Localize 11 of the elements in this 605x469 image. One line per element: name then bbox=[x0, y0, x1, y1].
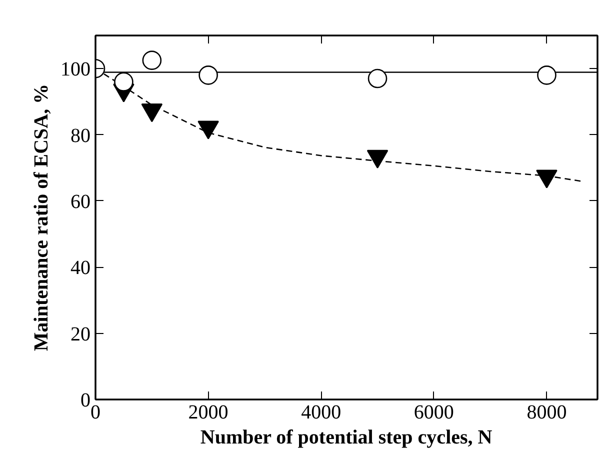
y-tick-label: 80 bbox=[70, 124, 90, 147]
x-tick-label: 2000 bbox=[188, 402, 228, 424]
x-tick-label: 4000 bbox=[301, 402, 342, 424]
y-tick-label: 100 bbox=[60, 58, 90, 81]
x-tick-label: 8000 bbox=[526, 402, 567, 424]
y-tick-label: 20 bbox=[70, 323, 90, 346]
y-tick-label: 40 bbox=[70, 257, 90, 280]
y-tick-label: 60 bbox=[70, 190, 90, 213]
x-tick-label: 6000 bbox=[414, 402, 454, 424]
y-axis-title: Maintenance ratio of ECSA, % bbox=[30, 84, 52, 352]
x-axis-title: Number of potential step cycles, N bbox=[200, 426, 493, 448]
